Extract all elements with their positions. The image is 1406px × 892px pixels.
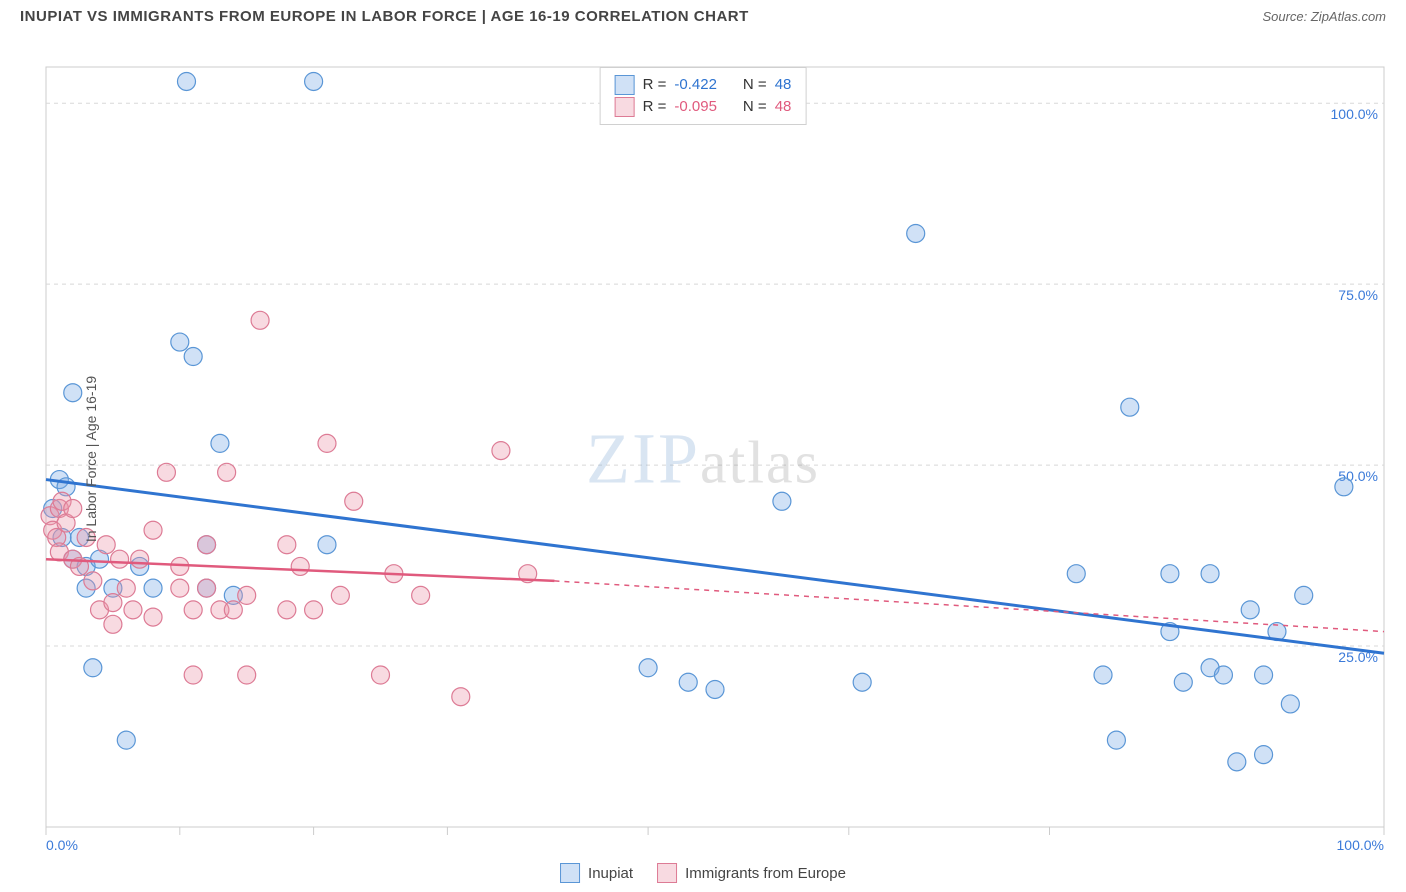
y-tick-label: 100.0% bbox=[1331, 106, 1378, 122]
legend-series-label: Immigrants from Europe bbox=[685, 865, 846, 882]
data-point bbox=[117, 731, 135, 749]
data-point bbox=[144, 521, 162, 539]
data-point bbox=[124, 601, 142, 619]
data-point bbox=[64, 500, 82, 518]
data-point bbox=[251, 311, 269, 329]
data-point bbox=[345, 492, 363, 510]
data-point bbox=[131, 550, 149, 568]
legend-series: Inupiat Immigrants from Europe bbox=[560, 863, 846, 883]
legend-r-value: -0.095 bbox=[674, 96, 717, 118]
data-point bbox=[144, 579, 162, 597]
data-point bbox=[184, 601, 202, 619]
legend-swatch bbox=[615, 75, 635, 95]
data-point bbox=[171, 579, 189, 597]
data-point bbox=[907, 224, 925, 242]
legend-r-value: -0.422 bbox=[674, 74, 717, 96]
data-point bbox=[1067, 565, 1085, 583]
data-point bbox=[177, 72, 195, 90]
legend-correlation: R = -0.422 N = 48 R = -0.095 N = 48 bbox=[600, 67, 807, 125]
data-point bbox=[224, 601, 242, 619]
legend-series-label: Inupiat bbox=[588, 865, 633, 882]
x-axis-min-label: 0.0% bbox=[46, 837, 78, 853]
legend-series-item: Inupiat bbox=[560, 863, 633, 883]
data-point bbox=[1255, 746, 1273, 764]
data-point bbox=[305, 72, 323, 90]
legend-swatch bbox=[560, 863, 580, 883]
data-point bbox=[117, 579, 135, 597]
data-point bbox=[1295, 586, 1313, 604]
data-point bbox=[171, 333, 189, 351]
legend-n-label: N = bbox=[743, 74, 767, 96]
data-point bbox=[706, 680, 724, 698]
legend-series-item: Immigrants from Europe bbox=[657, 863, 846, 883]
data-point bbox=[492, 442, 510, 460]
data-point bbox=[1241, 601, 1259, 619]
legend-n-label: N = bbox=[743, 96, 767, 118]
legend-correlation-row: R = -0.422 N = 48 bbox=[615, 74, 792, 96]
data-point bbox=[773, 492, 791, 510]
y-tick-label: 75.0% bbox=[1338, 287, 1378, 303]
data-point bbox=[318, 536, 336, 554]
data-point bbox=[291, 557, 309, 575]
chart-source: Source: ZipAtlas.com bbox=[1262, 9, 1386, 24]
data-point bbox=[184, 666, 202, 684]
legend-n-value: 48 bbox=[775, 74, 792, 96]
legend-correlation-row: R = -0.095 N = 48 bbox=[615, 96, 792, 118]
data-point bbox=[111, 550, 129, 568]
y-axis-label: In Labor Force | Age 16-19 bbox=[83, 376, 99, 542]
legend-n-value: 48 bbox=[775, 96, 792, 118]
data-point bbox=[84, 572, 102, 590]
chart-title: INUPIAT VS IMMIGRANTS FROM EUROPE IN LAB… bbox=[20, 8, 749, 25]
data-point bbox=[1214, 666, 1232, 684]
data-point bbox=[1121, 398, 1139, 416]
data-point bbox=[278, 536, 296, 554]
data-point bbox=[318, 434, 336, 452]
data-point bbox=[198, 536, 216, 554]
data-point bbox=[853, 673, 871, 691]
data-point bbox=[238, 586, 256, 604]
data-point bbox=[238, 666, 256, 684]
data-point bbox=[198, 579, 216, 597]
data-point bbox=[1094, 666, 1112, 684]
data-point bbox=[372, 666, 390, 684]
data-point bbox=[64, 384, 82, 402]
data-point bbox=[639, 659, 657, 677]
scatter-chart-svg: 25.0%50.0%75.0%100.0% bbox=[0, 29, 1406, 859]
data-point bbox=[1161, 565, 1179, 583]
data-point bbox=[218, 463, 236, 481]
data-point bbox=[331, 586, 349, 604]
data-point bbox=[104, 615, 122, 633]
data-point bbox=[1335, 478, 1353, 496]
data-point bbox=[1255, 666, 1273, 684]
data-point bbox=[171, 557, 189, 575]
data-point bbox=[144, 608, 162, 626]
data-point bbox=[97, 536, 115, 554]
data-point bbox=[1228, 753, 1246, 771]
chart-area: In Labor Force | Age 16-19 25.0%50.0%75.… bbox=[0, 29, 1406, 889]
data-point bbox=[1201, 565, 1219, 583]
data-point bbox=[305, 601, 323, 619]
data-point bbox=[1107, 731, 1125, 749]
data-point bbox=[1281, 695, 1299, 713]
legend-swatch bbox=[615, 97, 635, 117]
data-point bbox=[412, 586, 430, 604]
x-axis-max-label: 100.0% bbox=[1337, 837, 1384, 853]
data-point bbox=[184, 348, 202, 366]
legend-r-label: R = bbox=[643, 74, 667, 96]
chart-header: INUPIAT VS IMMIGRANTS FROM EUROPE IN LAB… bbox=[0, 0, 1406, 29]
data-point bbox=[84, 659, 102, 677]
data-point bbox=[211, 434, 229, 452]
data-point bbox=[278, 601, 296, 619]
legend-swatch bbox=[657, 863, 677, 883]
data-point bbox=[157, 463, 175, 481]
data-point bbox=[1174, 673, 1192, 691]
data-point bbox=[104, 594, 122, 612]
legend-r-label: R = bbox=[643, 96, 667, 118]
data-point bbox=[452, 688, 470, 706]
data-point bbox=[679, 673, 697, 691]
